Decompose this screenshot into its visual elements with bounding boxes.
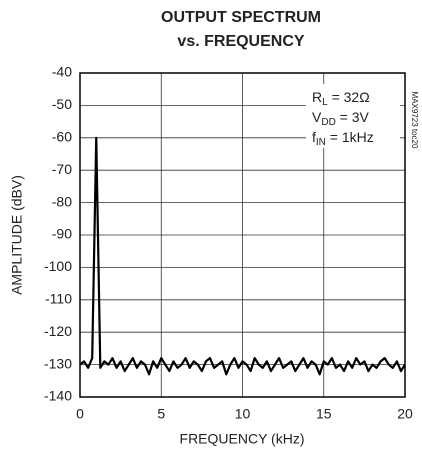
annotation-sub: DD xyxy=(321,117,335,128)
annotation-main: V xyxy=(312,109,322,125)
annotation: VDD = 3V xyxy=(312,109,370,128)
annotation-sub: L xyxy=(322,97,328,108)
annotation-box xyxy=(306,84,400,148)
y-tick-label: -100 xyxy=(44,258,72,274)
side-label: MAX9723 toc20 xyxy=(410,92,419,149)
x-tick-label: 20 xyxy=(397,406,413,422)
annotation: fIN = 1kHz xyxy=(312,129,374,148)
x-tick-label: 10 xyxy=(235,406,251,422)
y-tick-label: -130 xyxy=(44,355,72,371)
y-tick-label: -60 xyxy=(52,129,72,145)
annotation-main: R xyxy=(312,89,322,105)
spectrum-line xyxy=(79,136,406,376)
chart-title: OUTPUT SPECTRUM xyxy=(161,9,321,26)
annotation-main: f xyxy=(312,129,316,145)
y-tick-label: -90 xyxy=(52,226,72,242)
y-tick-label: -120 xyxy=(44,323,72,339)
x-tick-label: 5 xyxy=(157,406,165,422)
annotation: RL = 32Ω xyxy=(312,89,370,108)
y-tick-label: -110 xyxy=(45,291,72,307)
x-tick-label: 0 xyxy=(76,406,84,422)
chart-subtitle: vs. FREQUENCY xyxy=(177,33,304,50)
annotation-text: = 1kHz xyxy=(326,129,374,145)
plot-frame xyxy=(79,72,406,398)
y-axis-label: AMPLITUDE (dBV) xyxy=(9,175,25,295)
y-tick-label: -70 xyxy=(52,161,72,177)
y-tick-label: -50 xyxy=(52,96,72,112)
y-tick-label: -140 xyxy=(44,388,72,404)
x-tick-label: 15 xyxy=(316,406,332,422)
plot xyxy=(79,136,406,376)
annotation-sub: IN xyxy=(316,137,326,148)
y-tick-label: -40 xyxy=(52,64,72,80)
annotation-text: = 32Ω xyxy=(328,89,370,105)
annotation-text: = 3V xyxy=(336,109,370,125)
x-axis-label: FREQUENCY (kHz) xyxy=(180,431,305,447)
y-tick-label: -80 xyxy=(52,193,72,209)
